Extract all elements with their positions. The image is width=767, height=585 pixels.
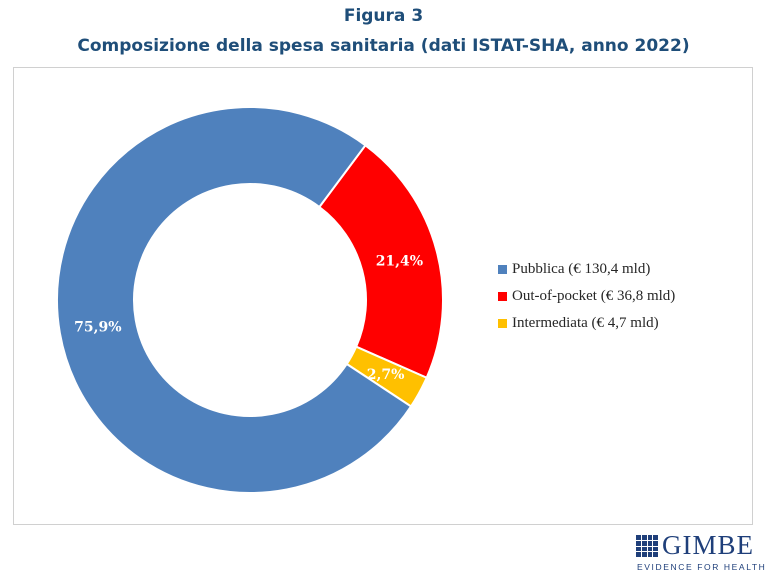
chart-title: Composizione della spesa sanitaria (dati… — [77, 36, 690, 56]
legend-label-intermediata: Intermediata (€ 4,7 mld) — [512, 315, 659, 331]
data-label-out-of-pocket: 21,4% — [376, 254, 423, 270]
legend-swatch-out-of-pocket — [498, 292, 507, 301]
data-label-pubblica: 75,9% — [74, 320, 121, 336]
legend-swatch-pubblica — [498, 265, 507, 274]
legend-item-pubblica: Pubblica (€ 130,4 mld) — [498, 256, 675, 283]
logo-tagline: EVIDENCE FOR HEALTH — [637, 562, 767, 572]
gimbe-logo: GIMBE EVIDENCE FOR HEALTH — [636, 530, 765, 580]
logo-name: GIMBE — [662, 530, 754, 560]
legend-item-out-of-pocket: Out-of-pocket (€ 36,8 mld) — [498, 283, 675, 310]
slice-pubblica — [56, 106, 413, 494]
figure-number: Figura 3 — [343, 6, 424, 26]
logo-grid-icon — [636, 535, 658, 557]
chart-legend: Pubblica (€ 130,4 mld) Out-of-pocket (€ … — [498, 256, 675, 337]
legend-swatch-intermediata — [498, 319, 507, 328]
data-label-intermediata: 2,7% — [367, 367, 405, 383]
legend-label-pubblica: Pubblica (€ 130,4 mld) — [512, 261, 651, 277]
legend-item-intermediata: Intermediata (€ 4,7 mld) — [498, 310, 675, 337]
legend-label-out-of-pocket: Out-of-pocket (€ 36,8 mld) — [512, 288, 676, 304]
slice-out-of-pocket — [317, 143, 444, 380]
